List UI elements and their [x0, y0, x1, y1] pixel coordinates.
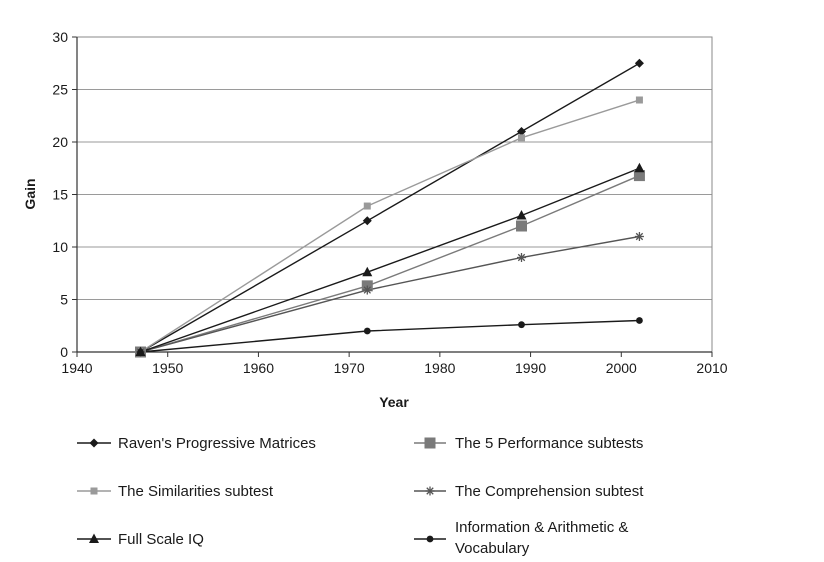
square-marker [363, 202, 371, 210]
legend-label: Vocabulary [455, 540, 530, 557]
asterisk-marker [634, 232, 644, 241]
legend-item: Full Scale IQ [77, 531, 204, 548]
series-line [140, 62, 640, 353]
legend-label: The 5 Performance subtests [455, 435, 643, 452]
legend-item: The 5 Performance subtests [414, 435, 643, 452]
legend-item: The Comprehension subtest [414, 483, 644, 500]
legend-item: Raven's Progressive Matrices [77, 435, 316, 452]
legend-label: The Similarities subtest [118, 483, 274, 500]
x-tick-label: 2010 [696, 360, 727, 376]
x-tick-label: 1990 [515, 360, 546, 376]
square-marker [516, 220, 527, 232]
x-tick-label: 1950 [152, 360, 183, 376]
x-tick-label: 1980 [424, 360, 455, 376]
y-tick-label: 10 [52, 239, 68, 255]
y-axis-title: Gain [22, 178, 38, 209]
series-lines [140, 62, 640, 353]
legend-item: Information & Arithmetic & Vocabulary [414, 519, 628, 557]
y-tick-label: 25 [52, 82, 68, 98]
legend-label: The Comprehension subtest [455, 483, 644, 500]
x-tick-label: 1960 [243, 360, 274, 376]
triangle-marker [516, 210, 527, 220]
legend-label: Information & Arithmetic & [455, 519, 628, 536]
series-line [140, 174, 640, 353]
diamond-marker [517, 127, 526, 136]
x-axis-title: Year [379, 394, 409, 410]
series-line [140, 99, 640, 353]
legend: Raven's Progressive Matrices The 5 Perfor… [77, 435, 644, 557]
square-marker [90, 487, 98, 495]
square-marker [635, 96, 643, 104]
x-tick-label: 1970 [334, 360, 365, 376]
legend-item: The Similarities subtest [77, 483, 274, 500]
y-tick-label: 0 [60, 344, 68, 360]
square-marker [518, 134, 525, 142]
x-tick-label: 2000 [606, 360, 637, 376]
circle-marker [518, 321, 525, 329]
circle-marker [137, 348, 144, 356]
x-tick-label: 1940 [61, 360, 92, 376]
square-marker [633, 170, 645, 182]
y-tick-label: 30 [52, 29, 68, 45]
y-tick-label: 20 [52, 134, 68, 150]
series-line [140, 235, 640, 353]
circle-marker [363, 327, 371, 335]
y-tick-label: 5 [60, 292, 68, 308]
series-line [140, 167, 640, 353]
axes: 0 5 10 15 20 25 30 1940 1950 1960 1970 1980 1990 2000… [52, 29, 727, 376]
triangle-marker [362, 266, 373, 277]
square-marker [424, 437, 436, 449]
diamond-marker [634, 58, 644, 68]
circle-marker [426, 535, 434, 543]
asterisk-marker [362, 285, 372, 295]
legend-label: Full Scale IQ [118, 531, 204, 548]
asterisk-marker [425, 486, 435, 496]
triangle-marker [634, 162, 645, 173]
asterisk-marker [517, 253, 526, 262]
diamond-marker [89, 438, 99, 448]
triangle-marker [89, 533, 99, 543]
series-line [140, 319, 640, 353]
series-markers [135, 58, 645, 358]
circle-marker [636, 317, 643, 324]
legend-label: Raven's Progressive Matrices [118, 435, 316, 452]
diamond-marker [362, 216, 372, 226]
y-tick-label: 15 [52, 187, 68, 203]
